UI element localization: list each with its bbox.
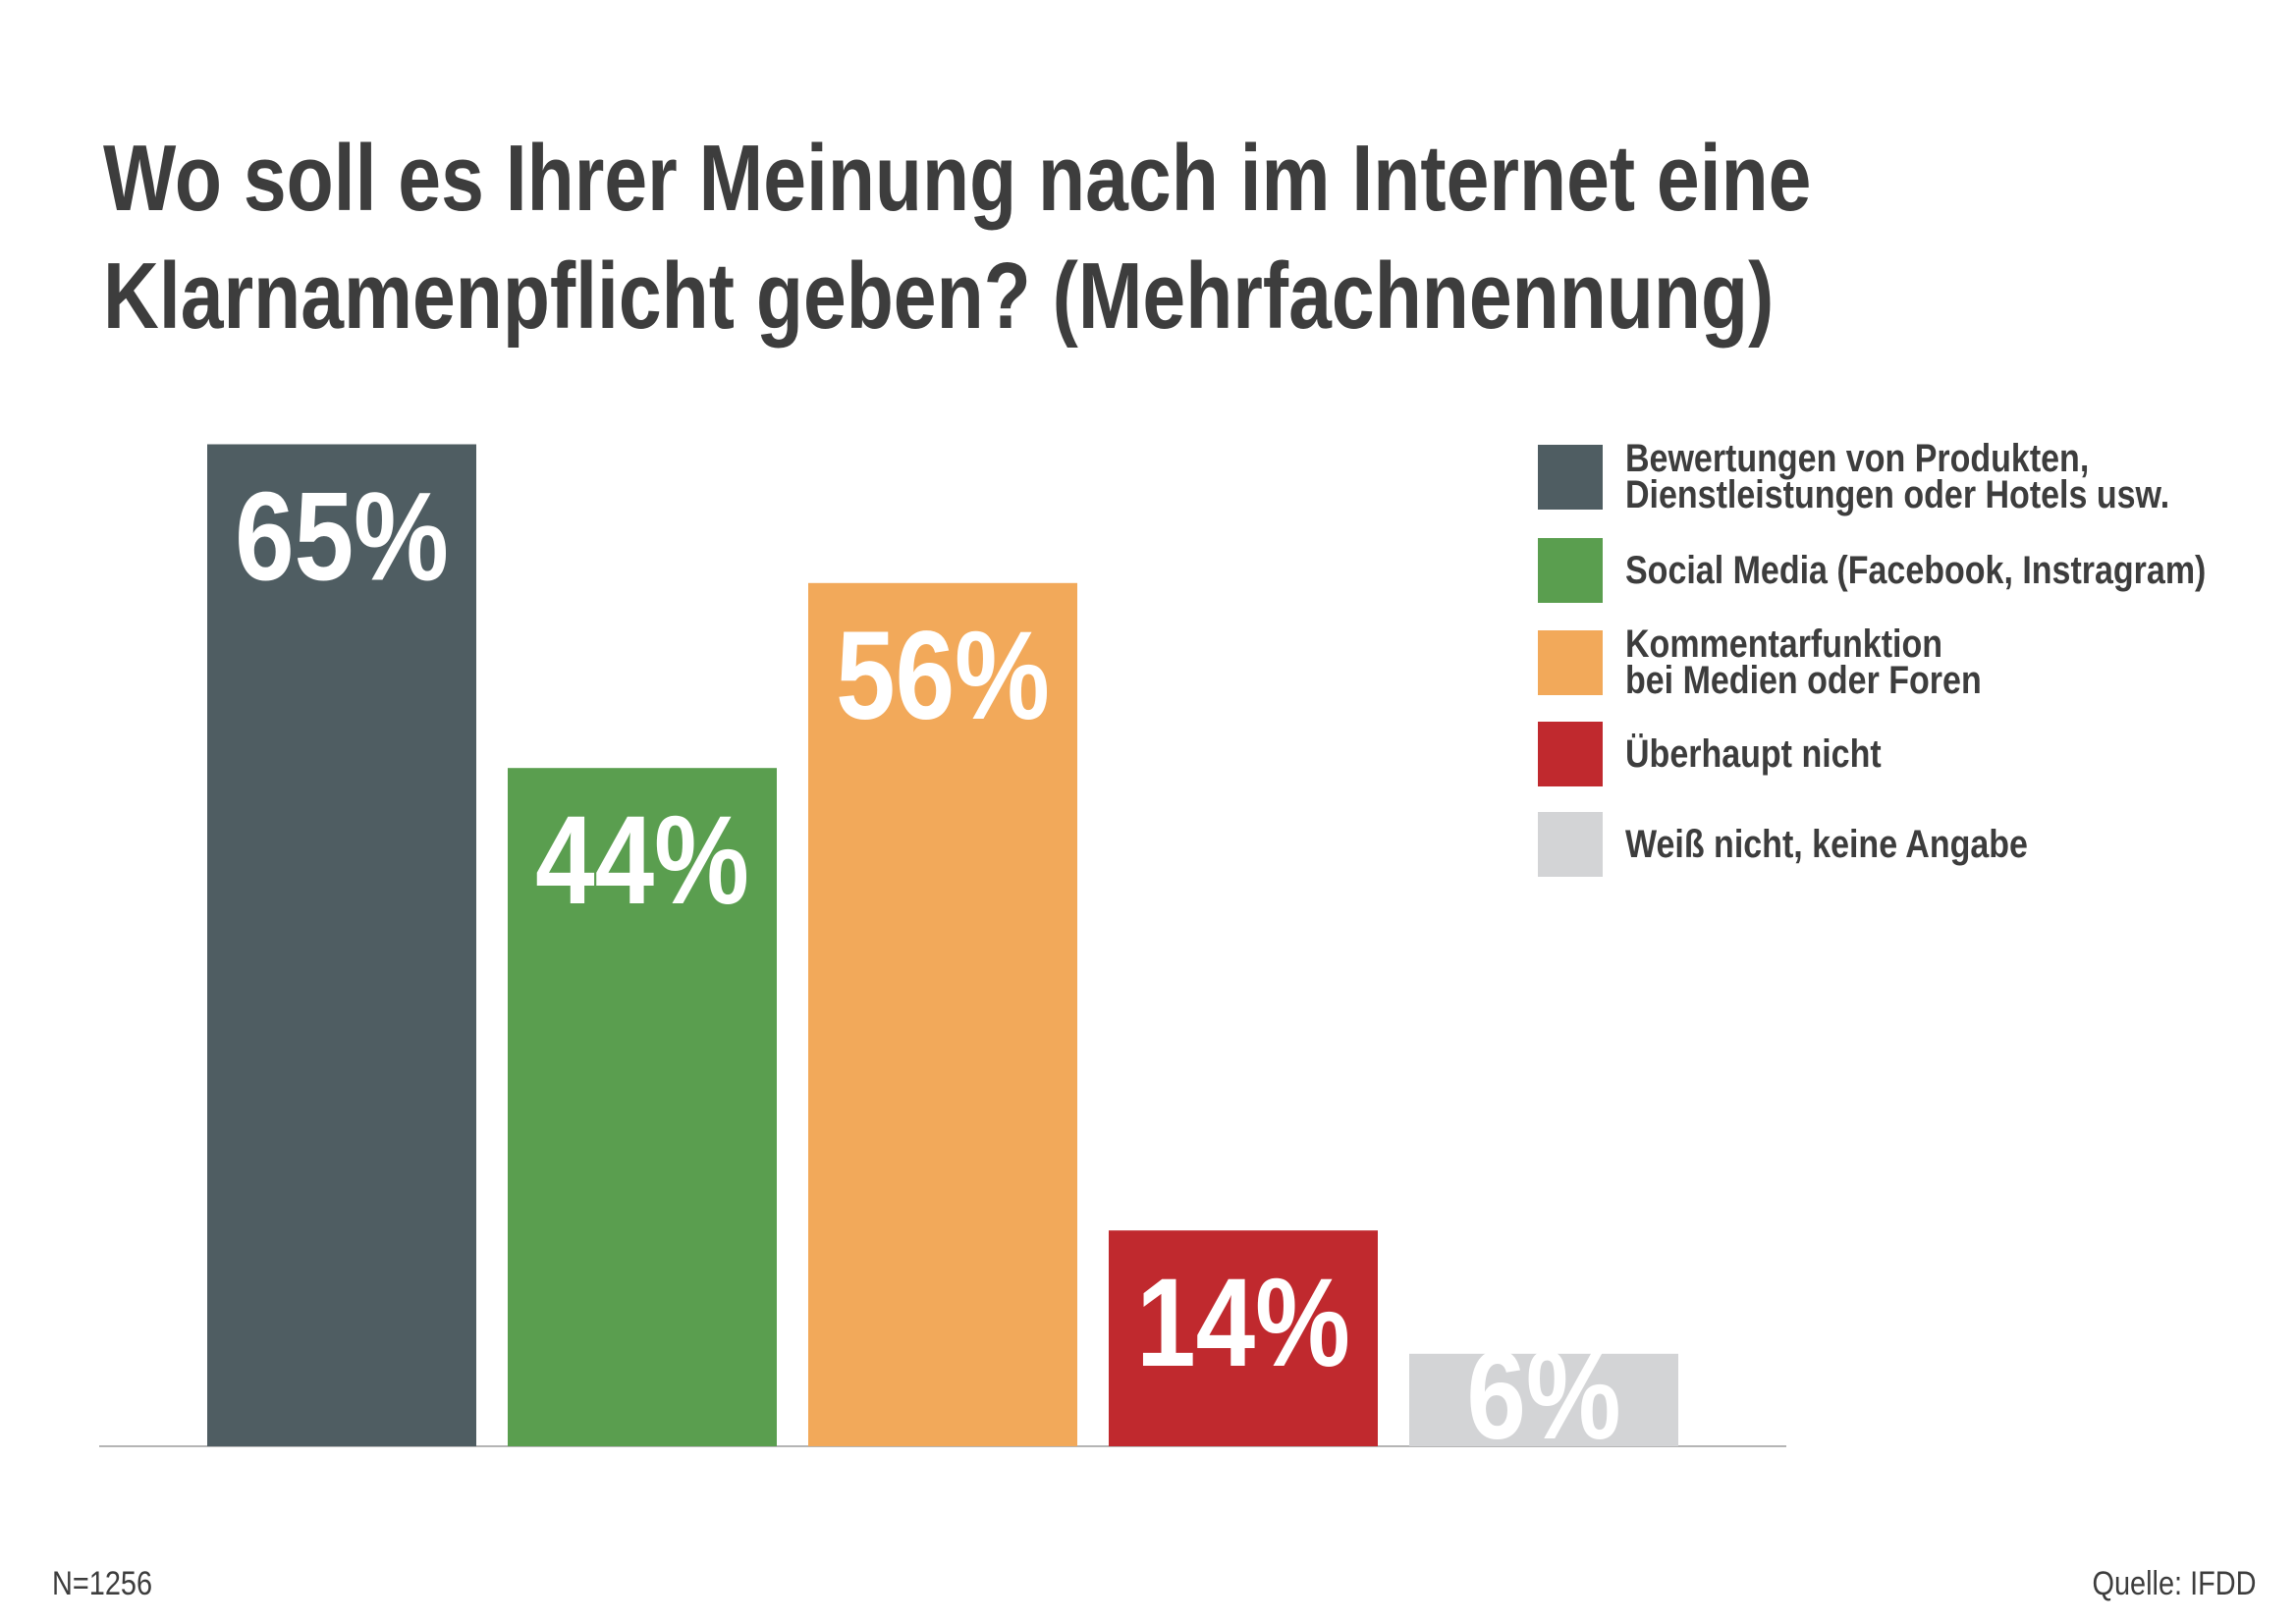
chart-title: Wo soll es Ihrer Meinung nach im Interne… xyxy=(103,126,1812,349)
legend-label: Überhaupt nicht xyxy=(1625,731,1882,776)
legend-swatch xyxy=(1538,812,1603,877)
legend-label: Social Media (Facebook, Instragram) xyxy=(1625,548,2207,592)
value-label: 44% xyxy=(535,790,749,931)
legend-label: Kommentarfunktion bei Medien oder Foren xyxy=(1625,622,1982,702)
sample-note: N=1256 xyxy=(52,1565,153,1602)
legend-swatch xyxy=(1538,538,1603,603)
value-label: 6% xyxy=(1466,1325,1620,1466)
value-label: 14% xyxy=(1136,1253,1350,1393)
legend-label: Weiß nicht, keine Angabe xyxy=(1625,822,2028,866)
legend-label: Bewertungen von Produkten, Dienstleistun… xyxy=(1625,437,2170,516)
source-note: Quelle: IFDD xyxy=(2091,1565,2256,1602)
bar xyxy=(508,768,777,1446)
legend-swatch xyxy=(1538,722,1603,786)
bar xyxy=(808,582,1077,1446)
legend-swatch xyxy=(1538,445,1603,510)
bar xyxy=(1409,1353,1678,1446)
value-label: 56% xyxy=(836,606,1050,746)
value-label: 65% xyxy=(235,466,449,607)
legend-swatch xyxy=(1538,630,1603,695)
bar xyxy=(1109,1230,1378,1446)
bar xyxy=(207,444,476,1446)
